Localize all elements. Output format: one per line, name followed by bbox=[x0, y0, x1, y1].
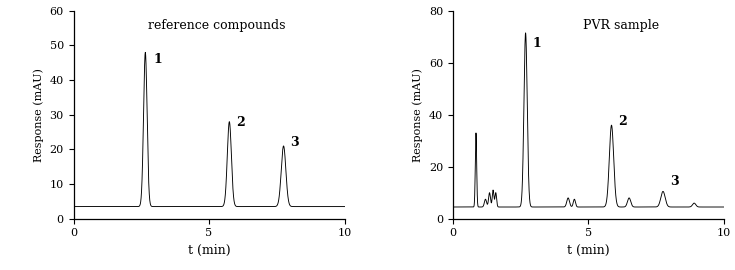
Text: 1: 1 bbox=[154, 53, 162, 66]
Y-axis label: Response (mAU): Response (mAU) bbox=[33, 68, 44, 162]
Text: 1: 1 bbox=[533, 37, 542, 50]
Text: reference compounds: reference compounds bbox=[148, 19, 286, 32]
Text: 2: 2 bbox=[236, 116, 245, 129]
Text: PVR sample: PVR sample bbox=[583, 19, 659, 32]
X-axis label: t (min): t (min) bbox=[187, 244, 230, 257]
Text: 2: 2 bbox=[618, 115, 627, 128]
Y-axis label: Response (mAU): Response (mAU) bbox=[413, 68, 423, 162]
Text: 3: 3 bbox=[290, 136, 299, 149]
X-axis label: t (min): t (min) bbox=[567, 244, 610, 257]
Text: 3: 3 bbox=[670, 174, 678, 188]
